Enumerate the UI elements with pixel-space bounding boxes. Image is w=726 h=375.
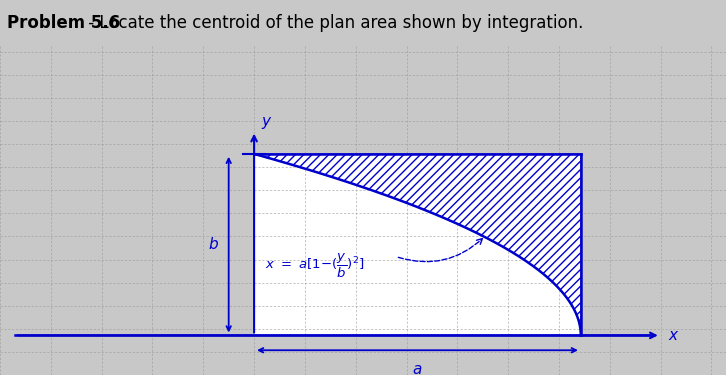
- Text: a: a: [413, 362, 422, 375]
- Text: x: x: [668, 328, 677, 343]
- Text: - Locate the centroid of the plan area shown by integration.: - Locate the centroid of the plan area s…: [83, 13, 584, 32]
- Text: b: b: [208, 237, 218, 252]
- Polygon shape: [254, 154, 581, 335]
- Text: Problem 5.6: Problem 5.6: [7, 13, 121, 32]
- Bar: [254, 154, 581, 335]
- Text: y: y: [261, 114, 270, 129]
- Text: $x\ =\ a[1\!-\!(\dfrac{y}{b})^2]$: $x\ =\ a[1\!-\!(\dfrac{y}{b})^2]$: [265, 252, 364, 280]
